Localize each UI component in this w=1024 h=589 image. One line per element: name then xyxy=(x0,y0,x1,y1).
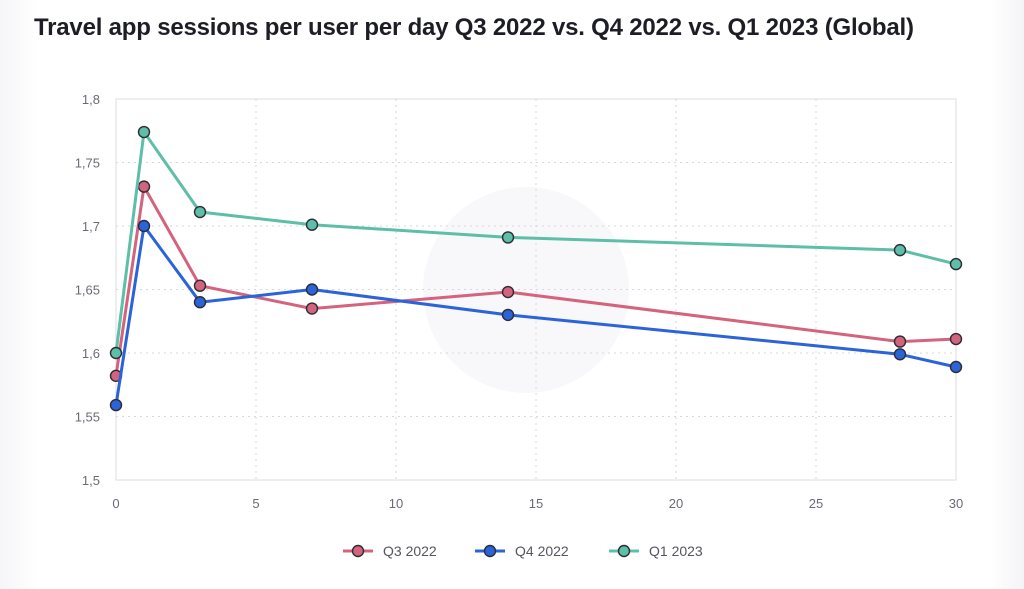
legend-item-q3-2022[interactable]: Q3 2022 xyxy=(343,543,437,559)
legend[interactable]: Q3 2022 Q4 2022 Q1 2023 xyxy=(343,543,703,559)
series-q1-2023[interactable] xyxy=(109,125,963,360)
legend-swatch-marker xyxy=(483,544,497,558)
y-tick-label: 1,55 xyxy=(75,410,100,425)
x-tick-label: 5 xyxy=(252,496,259,511)
plot-frame xyxy=(115,98,957,481)
data-point[interactable] xyxy=(501,285,515,299)
data-point[interactable] xyxy=(109,346,123,360)
x-tick-label: 10 xyxy=(389,496,403,511)
data-point[interactable] xyxy=(305,302,319,315)
data-point[interactable] xyxy=(137,125,151,139)
legend-swatch-marker xyxy=(351,544,365,558)
y-tick-label: 1,5 xyxy=(82,473,100,488)
y-tick-label: 1,6 xyxy=(82,346,100,361)
series-q4-2022[interactable] xyxy=(109,219,963,412)
data-point[interactable] xyxy=(893,243,907,257)
data-point[interactable] xyxy=(501,308,515,322)
legend-item-q1-2023[interactable]: Q1 2023 xyxy=(609,543,703,559)
y-tick-label: 1,7 xyxy=(82,219,100,234)
data-point[interactable] xyxy=(949,257,963,271)
data-point[interactable] xyxy=(137,180,151,193)
x-tick-label: 0 xyxy=(112,496,119,511)
grid xyxy=(116,99,956,480)
data-point[interactable] xyxy=(193,279,207,292)
data-point[interactable] xyxy=(501,231,515,244)
legend-label: Q1 2023 xyxy=(649,543,703,559)
data-point[interactable] xyxy=(193,296,207,309)
data-point[interactable] xyxy=(893,348,907,361)
data-point[interactable] xyxy=(305,218,319,231)
series-q3-2022[interactable] xyxy=(109,180,963,383)
data-point[interactable] xyxy=(893,335,907,348)
data-point[interactable] xyxy=(193,205,207,219)
chart-title: Travel app sessions per user per day Q3 … xyxy=(34,14,914,41)
x-tick-label: 25 xyxy=(809,496,823,511)
legend-swatch-marker xyxy=(617,544,631,558)
x-tick-label: 30 xyxy=(949,496,963,511)
data-point[interactable] xyxy=(305,283,319,296)
series xyxy=(109,125,963,412)
y-tick-label: 1,75 xyxy=(75,156,100,171)
data-point[interactable] xyxy=(949,360,963,374)
data-point[interactable] xyxy=(137,219,151,233)
axes: 1,5 1,55 1,6 1,65 1,7 1,75 1,8 0 5 10 15 20 25 30 xyxy=(75,92,964,511)
data-point[interactable] xyxy=(109,398,123,412)
x-tick-label: 20 xyxy=(669,496,683,511)
y-tick-label: 1,65 xyxy=(75,283,100,298)
x-tick-label: 15 xyxy=(529,496,543,511)
legend-label: Q3 2022 xyxy=(383,543,437,559)
y-tick-label: 1,8 xyxy=(82,92,100,107)
legend-item-q4-2022[interactable]: Q4 2022 xyxy=(475,543,569,559)
legend-label: Q4 2022 xyxy=(515,543,569,559)
data-point[interactable] xyxy=(949,332,963,346)
